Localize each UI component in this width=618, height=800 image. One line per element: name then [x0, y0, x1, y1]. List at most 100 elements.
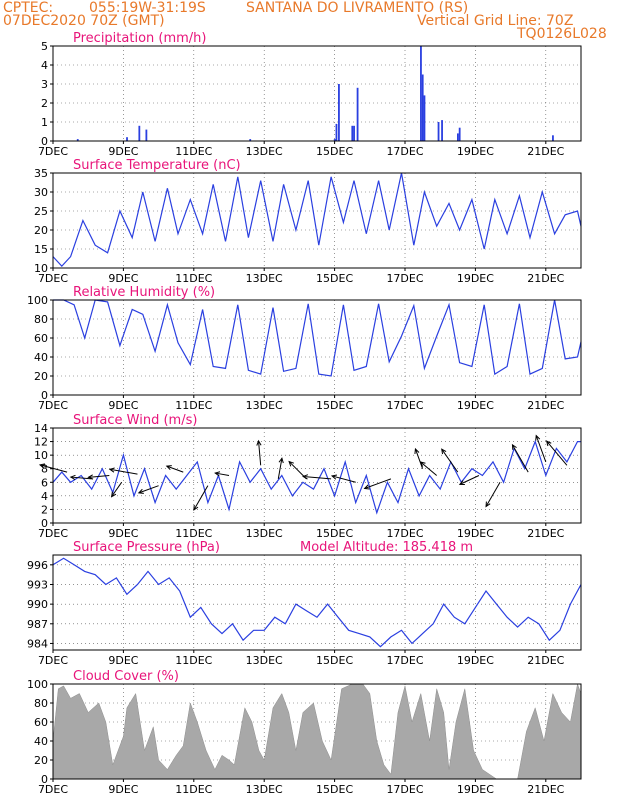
precip-bar [356, 87, 359, 141]
y-tick-label: 35 [34, 167, 48, 180]
wind-arrow-head [256, 439, 262, 446]
wind-arrow-head [214, 471, 221, 477]
wind-arrow [193, 485, 209, 511]
wind-arrow [277, 458, 283, 479]
x-tick-label: 7DEC [38, 399, 68, 412]
y-tick-label: 0 [41, 135, 48, 148]
wind-arrow [459, 475, 480, 485]
wind-arrow [364, 478, 392, 489]
panel-5: 984 987 990 993 996 7DEC 9DEC 11DEC 13DEC 15DEC 17… [27, 540, 582, 667]
y-tick-label: 20 [34, 370, 48, 383]
y-tick-label: 30 [34, 186, 48, 199]
wind-arrow [414, 448, 424, 469]
y-tick-label: 996 [27, 559, 48, 572]
x-tick-label: 15DEC [316, 145, 353, 158]
wind-arrow-head [110, 491, 117, 498]
wind-arrow [420, 461, 438, 476]
y-tick-label: 25 [34, 205, 48, 218]
x-tick-label: 17DEC [386, 527, 423, 540]
precip-bar [423, 95, 426, 141]
x-tick-label: 11DEC [175, 654, 212, 667]
x-tick-label: 11DEC [175, 783, 212, 796]
series-line [52, 557, 582, 648]
x-tick-label: 7DEC [38, 145, 68, 158]
series-line [52, 439, 581, 515]
precip-bar [333, 139, 336, 141]
x-tick-label: 15DEC [316, 527, 353, 540]
precip-bar [421, 74, 424, 141]
x-tick-label: 7DEC [38, 654, 68, 667]
wind-arrow-head [278, 457, 284, 464]
wind-arrow [111, 481, 123, 497]
y-tick-label: 15 [34, 243, 48, 256]
wind-arrow [512, 444, 529, 473]
y-tick-label: 2 [41, 97, 48, 110]
y-tick-label: 12 [34, 436, 48, 449]
precip-bar [138, 125, 141, 141]
y-tick-label: 100 [27, 294, 48, 307]
panel-title: Surface Temperature (nC) [73, 158, 241, 173]
panel-title: Surface Pressure (hPa) [73, 540, 220, 555]
precip-bar [420, 46, 422, 141]
y-tick-label: 40 [34, 735, 48, 748]
wind-arrow [546, 440, 568, 466]
panel-title: Surface Wind (m/s) [73, 413, 197, 428]
y-tick-label: 1 [41, 116, 48, 129]
panel-frame [52, 427, 582, 524]
wind-arrow-head [38, 463, 46, 469]
panel-title: Relative Humidity (%) [73, 285, 215, 300]
precip-bar [145, 129, 148, 141]
x-tick-label: 21DEC [527, 272, 564, 285]
y-tick-label: 6 [41, 476, 48, 489]
x-tick-label: 7DEC [38, 272, 68, 285]
wind-arrow-head [69, 474, 76, 481]
x-tick-label: 19DEC [457, 783, 494, 796]
y-tick-label: 60 [34, 332, 48, 345]
y-tick-label: 0 [41, 773, 48, 786]
y-tick-label: 0 [41, 389, 48, 402]
precip-bar [441, 120, 443, 141]
x-tick-label: 15DEC [316, 654, 353, 667]
x-tick-label: 17DEC [386, 783, 423, 796]
x-tick-label: 21DEC [527, 399, 564, 412]
wind-arrow-head [511, 443, 517, 450]
x-tick-label: 17DEC [386, 145, 423, 158]
wind-arrow-head [87, 474, 94, 480]
precip-bar [126, 137, 128, 141]
x-tick-label: 13DEC [246, 272, 283, 285]
wind-arrow-head [545, 440, 552, 447]
y-tick-label: 80 [34, 697, 48, 710]
x-tick-label: 11DEC [175, 527, 212, 540]
precip-bar [351, 125, 354, 141]
x-tick-label: 13DEC [246, 783, 283, 796]
wind-arrow-head [441, 448, 447, 455]
header-grid-note: Vertical Grid Line: 70Z [417, 13, 574, 29]
precip-bar [457, 133, 459, 141]
panel-frame [52, 45, 582, 142]
header-coordinates: 055:19W-31:19S [89, 0, 206, 16]
header-source: CPTEC: [3, 0, 54, 16]
x-tick-label: 21DEC [527, 145, 564, 158]
y-tick-label: 0 [41, 517, 48, 530]
wind-arrow-head [419, 461, 426, 467]
header-run-time: 07DEC2020 70Z (GMT) [3, 13, 165, 29]
x-tick-label: 21DEC [527, 783, 564, 796]
wind-arrow-head [193, 504, 199, 511]
series-line [52, 172, 582, 267]
x-tick-label: 19DEC [457, 399, 494, 412]
x-tick-label: 7DEC [38, 527, 68, 540]
precip-bar [458, 127, 461, 141]
wind-arrow [109, 468, 138, 475]
wind-arrow-head [485, 501, 491, 508]
precip-bar [552, 135, 554, 141]
x-tick-label: 9DEC [108, 527, 138, 540]
y-tick-label: 80 [34, 313, 48, 326]
y-tick-label: 20 [34, 754, 48, 767]
x-tick-label: 9DEC [108, 654, 138, 667]
panel-2: 10 15 20 25 30 35 7DEC 9DEC 11DEC 13DEC 15DEC 17DEC… [34, 158, 582, 285]
wind-arrow [535, 435, 547, 463]
wind-arrow [138, 485, 159, 494]
x-tick-label: 13DEC [246, 145, 283, 158]
x-tick-label: 21DEC [527, 527, 564, 540]
